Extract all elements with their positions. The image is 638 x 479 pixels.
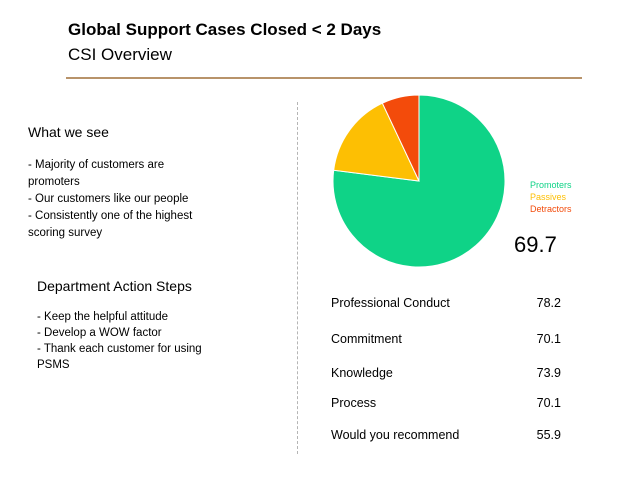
- metric-value: 70.1: [536, 332, 561, 346]
- slide-subtitle: CSI Overview: [68, 45, 172, 64]
- metric-label: Knowledge: [331, 366, 393, 380]
- metric-value: 78.2: [536, 296, 561, 310]
- action-steps-list: - Keep the helpful attitude - Develop a …: [37, 309, 257, 373]
- pie-slice-passives: [333, 102, 420, 182]
- legend-item-detractors: Detractors: [530, 204, 572, 214]
- pie-slice-detractors: [381, 95, 420, 182]
- metric-value: 73.9: [536, 366, 561, 380]
- action-step-line: PSMS: [37, 359, 70, 371]
- column-divider: [297, 102, 298, 454]
- action-step-line: - Develop a WOW factor: [37, 327, 162, 339]
- metric-row: Knowledge 73.9: [331, 366, 566, 386]
- metric-label: Process: [331, 396, 377, 410]
- what-we-see-line: - Consistently one of the highest: [28, 210, 193, 222]
- action-steps-heading: Department Action Steps: [37, 278, 192, 294]
- legend-item-passives: Passives: [530, 192, 567, 202]
- what-we-see-line: - Majority of customers are: [28, 159, 165, 171]
- what-we-see-line: - Our customers like our people: [28, 193, 189, 205]
- metric-row: Process 70.1: [331, 396, 566, 416]
- csi-pie-chart: [333, 95, 505, 267]
- metric-row: Professional Conduct 78.2: [331, 296, 566, 316]
- csi-score: 69.7: [514, 232, 557, 257]
- metric-row: Would you recommend 55.9: [331, 428, 566, 448]
- what-we-see-list: - Majority of customers are promoters - …: [28, 157, 228, 242]
- legend-item-promoters: Promoters: [530, 180, 572, 190]
- metric-label: Would you recommend: [331, 428, 460, 442]
- pie-legend: Promoters Passives Detractors: [530, 179, 572, 215]
- metric-value: 55.9: [536, 428, 561, 442]
- what-we-see-line: scoring survey: [28, 227, 103, 239]
- action-step-line: - Thank each customer for using: [37, 343, 202, 355]
- metric-label: Professional Conduct: [331, 296, 450, 310]
- what-we-see-heading: What we see: [28, 124, 109, 140]
- action-step-line: - Keep the helpful attitude: [37, 311, 169, 323]
- metric-row: Commitment 70.1: [331, 332, 566, 352]
- what-we-see-line: promoters: [28, 176, 80, 188]
- pie-svg: [333, 95, 505, 267]
- metric-label: Commitment: [331, 332, 402, 346]
- title-divider: [66, 77, 582, 79]
- metric-value: 70.1: [536, 396, 561, 410]
- slide-title: Global Support Cases Closed < 2 Days: [68, 20, 382, 39]
